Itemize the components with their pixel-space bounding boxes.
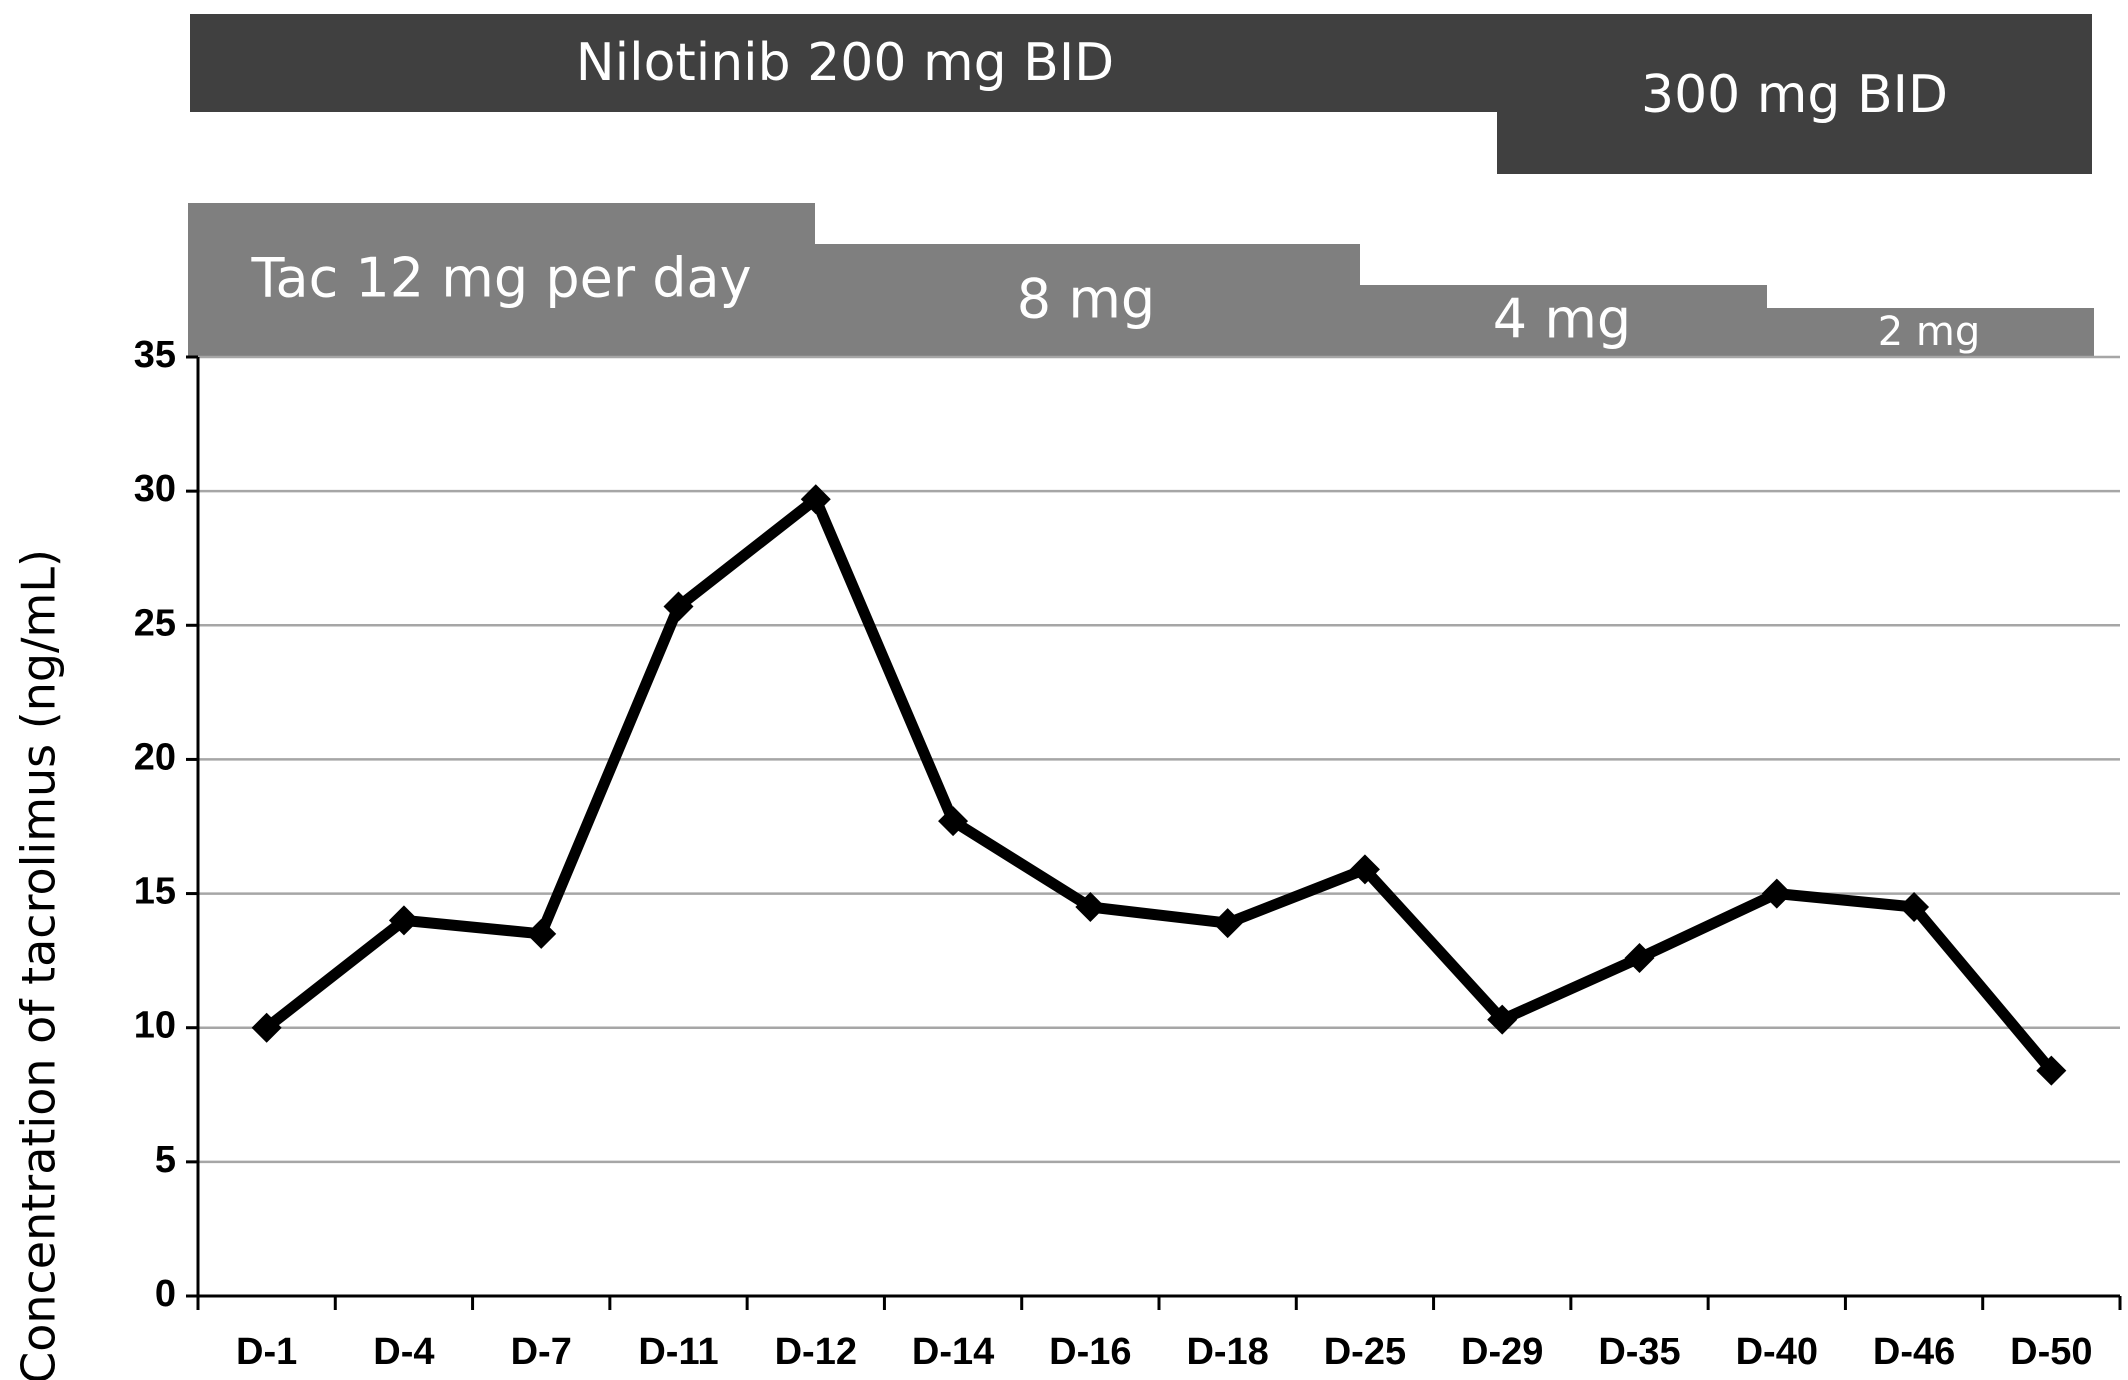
data-point-marker xyxy=(1075,891,1106,922)
nilotinib-dose-bar xyxy=(1497,14,2092,174)
x-tick-label: D-46 xyxy=(1873,1331,1955,1373)
y-tick-label: 30 xyxy=(134,468,176,510)
y-tick-label: 5 xyxy=(155,1139,176,1181)
y-axis-title: Concentration of tacrolimus (ng/mL) xyxy=(12,549,66,1380)
x-tick-label: D-12 xyxy=(775,1331,857,1373)
tacrolimus-dose-label: Tac 12 mg per day xyxy=(250,247,751,310)
data-point-marker xyxy=(2036,1055,2067,1086)
nilotinib-dose-bar xyxy=(190,14,1500,112)
x-tick-label: D-18 xyxy=(1186,1331,1268,1373)
tacrolimus-dose-bar xyxy=(1357,285,1767,357)
series-line xyxy=(251,484,2067,1086)
y-tick-label: 10 xyxy=(134,1005,176,1047)
gridlines xyxy=(198,355,2120,1164)
data-point-marker xyxy=(251,1012,282,1043)
x-tick-label: D-25 xyxy=(1324,1331,1406,1373)
axis-labels: 0 5 10 15 20 25 30 35 D-1 D-4 D-7 D-11 D-12 D-14 D-16 D… xyxy=(12,334,2093,1380)
nilotinib-dose-label: 300 mg BID xyxy=(1641,65,1948,125)
x-tick-label: D-14 xyxy=(912,1331,994,1373)
x-tick-label: D-4 xyxy=(373,1331,434,1373)
data-point-marker xyxy=(800,484,831,515)
tacrolimus-dose-label: 2 mg xyxy=(1878,309,1981,355)
tacrolimus-dose-bar xyxy=(1764,308,2094,357)
tacrolimus-concentration-line xyxy=(261,493,2057,1077)
data-point-marker xyxy=(388,905,419,936)
data-point-marker xyxy=(938,806,969,837)
data-point-marker xyxy=(1761,878,1792,909)
data-point-marker xyxy=(1349,854,1380,885)
x-tick-label: D-7 xyxy=(511,1331,572,1373)
x-tick-label: D-16 xyxy=(1049,1331,1131,1373)
data-point-marker xyxy=(526,918,557,949)
y-tick-label: 35 xyxy=(134,334,176,376)
tacrolimus-dose-label: 8 mg xyxy=(1017,268,1155,331)
tacrolimus-dose-bar xyxy=(188,203,815,357)
axes xyxy=(186,355,2122,1310)
dose-bars: Nilotinib 200 mg BID 300 mg BID Tac 12 mg … xyxy=(188,14,2094,357)
data-point-marker xyxy=(1624,942,1655,973)
y-tick-label: 15 xyxy=(134,871,176,913)
tacrolimus-dose-label: 4 mg xyxy=(1493,288,1631,351)
y-tick-label: 20 xyxy=(134,736,176,778)
data-point-marker xyxy=(1212,908,1243,939)
tacrolimus-dose-bar xyxy=(812,244,1360,357)
data-point-marker xyxy=(1487,1004,1518,1035)
x-tick-label: D-11 xyxy=(638,1331,718,1373)
x-tick-label: D-50 xyxy=(2010,1331,2092,1373)
data-point-marker xyxy=(1899,891,1930,922)
x-tick-label: D-1 xyxy=(236,1331,297,1373)
nilotinib-dose-label: Nilotinib 200 mg BID xyxy=(576,33,1114,93)
x-tick-label: D-40 xyxy=(1736,1331,1818,1373)
y-tick-label: 0 xyxy=(155,1273,176,1315)
data-point-marker xyxy=(663,591,694,622)
x-tick-label: D-35 xyxy=(1598,1331,1680,1373)
x-tick-label: D-29 xyxy=(1461,1331,1543,1373)
y-tick-label: 25 xyxy=(134,602,176,644)
